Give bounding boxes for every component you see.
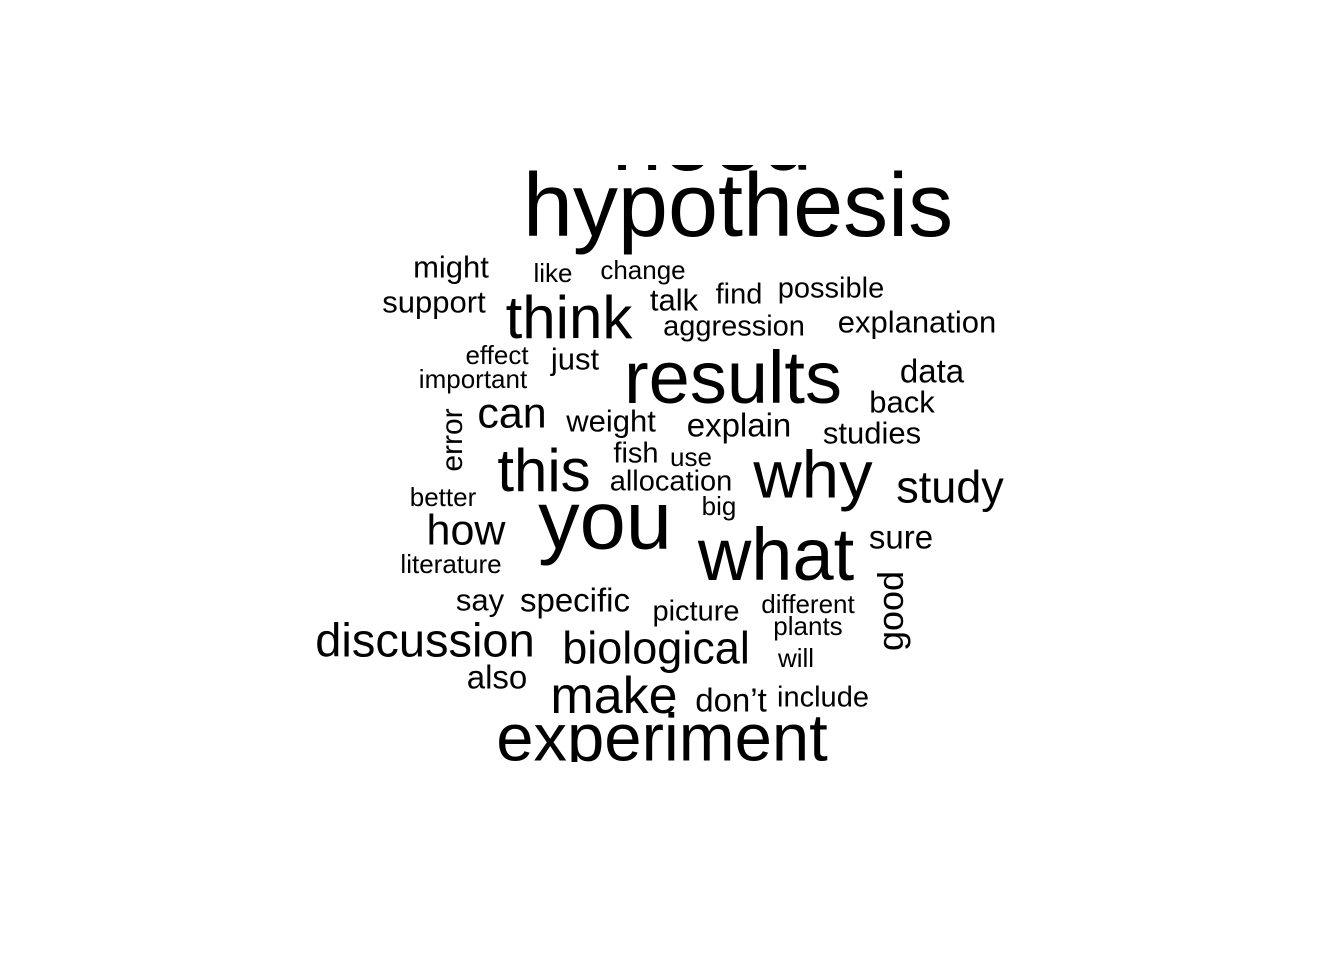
word-allocation: allocation [609, 465, 733, 498]
word-discussion: discussion [315, 613, 535, 667]
word-biological: biological [562, 622, 750, 674]
word-fish: fish [613, 437, 659, 470]
word-data: data [899, 352, 965, 390]
word-good: good [870, 570, 911, 652]
word-will: will [777, 643, 815, 673]
word-dont: don’t [695, 681, 767, 719]
word-might: might [413, 249, 489, 285]
word-study: study [896, 461, 1004, 513]
word-important: important [418, 364, 528, 394]
word-effect: effect [465, 340, 529, 370]
word-also: also [466, 658, 528, 696]
word-specific: specific [519, 581, 631, 619]
word-change: change [600, 255, 686, 285]
word-hypothesis: hypothesis [522, 156, 954, 256]
word-why: why [753, 437, 873, 513]
word-results: results [624, 336, 842, 419]
word-aggression: aggression [663, 310, 805, 343]
word-big: big [701, 491, 737, 521]
word-picture: picture [652, 595, 740, 628]
word-make: make [550, 667, 678, 725]
word-experiment: experiment [496, 700, 828, 763]
word-this: this [497, 437, 591, 504]
word-better: better [409, 482, 477, 512]
word-support: support [382, 284, 486, 320]
word-what: what [697, 513, 855, 596]
word-studies: studies [822, 415, 922, 451]
word-error: error [436, 408, 469, 472]
word-you: you [538, 473, 672, 567]
word-possible: possible [777, 272, 885, 305]
word-explain: explain [686, 406, 792, 444]
word-cloud-clip: need experiment [0, 165, 1344, 762]
word-use: use [670, 442, 712, 472]
word-can: can [477, 389, 547, 438]
word-say: say [455, 582, 505, 618]
word-find: find [715, 278, 763, 311]
word-explanation: explanation [837, 304, 997, 340]
word-like: like [533, 258, 573, 288]
word-weight: weight [566, 403, 656, 439]
word-literature: literature [400, 549, 502, 579]
word-sure: sure [868, 518, 934, 556]
word-just: just [550, 341, 600, 377]
word-different: different [761, 589, 855, 619]
word-how: how [426, 506, 506, 555]
word-need: need [612, 165, 812, 185]
word-talk: talk [649, 282, 699, 318]
word-back: back [869, 384, 935, 420]
word-plants: plants [773, 611, 843, 641]
word-think: think [505, 284, 633, 351]
word-include: include [777, 681, 869, 714]
